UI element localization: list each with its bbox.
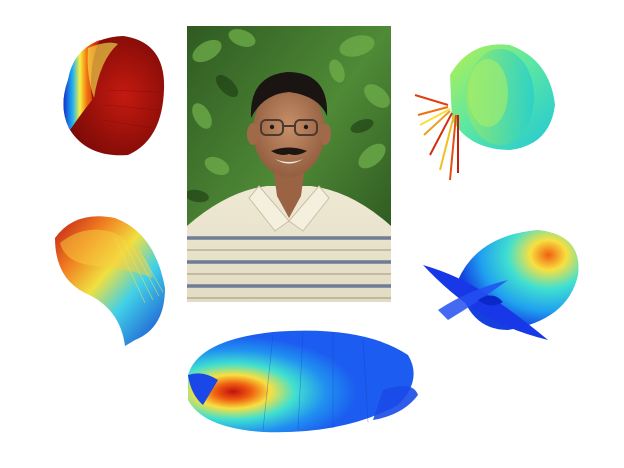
bottom-3d-plot [183, 320, 423, 440]
top-right-3d-plot [410, 35, 560, 185]
middle-right-3d-plot [418, 220, 583, 345]
top-left-3d-plot [48, 30, 168, 160]
middle-left-3d-plot [45, 208, 170, 348]
portrait-photo [187, 26, 391, 302]
